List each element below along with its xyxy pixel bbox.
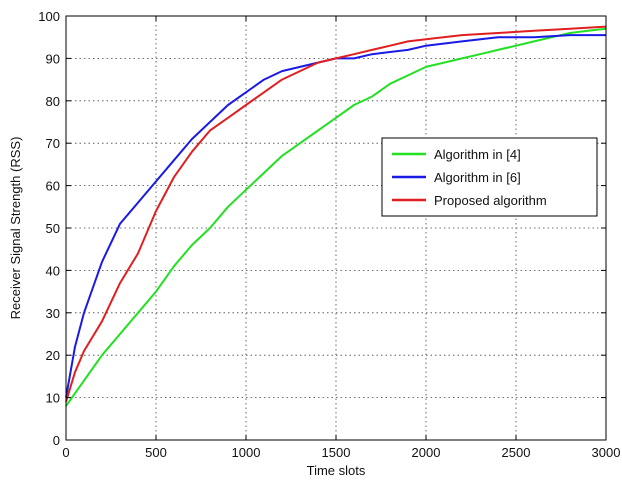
y-tick-label: 100: [38, 9, 60, 24]
y-tick-label: 20: [46, 348, 60, 363]
y-axis-label: Receiver Signal Strength (RSS): [8, 137, 23, 320]
x-tick-label: 0: [62, 445, 69, 460]
series-line-3: [65, 25, 607, 403]
legend-label: Algorithm in [4]: [434, 147, 521, 162]
x-tick-label: 2500: [502, 445, 531, 460]
y-tick-label: 0: [53, 433, 60, 448]
y-tick-label: 30: [46, 306, 60, 321]
x-tick-label: 1000: [232, 445, 261, 460]
y-tick-label: 80: [46, 94, 60, 109]
y-tick-label: 90: [46, 51, 60, 66]
x-tick-label: 1500: [322, 445, 351, 460]
series-lines: [65, 25, 607, 407]
series-line-1: [65, 27, 607, 407]
y-tick-label: 10: [46, 391, 60, 406]
x-tick-label: 2000: [412, 445, 441, 460]
legend-label: Proposed algorithm: [434, 193, 547, 208]
x-tick-label: 3000: [592, 445, 621, 460]
y-tick-label: 40: [46, 263, 60, 278]
axis-ticks: 0 500 1000 1500 2000 2500 3000 0 10 20 30 40 50 60 70 8…: [38, 9, 620, 460]
series-line-2: [65, 34, 606, 398]
y-tick-label: 50: [46, 221, 60, 236]
x-tick-label: 500: [145, 445, 167, 460]
y-tick-label: 70: [46, 136, 60, 151]
x-axis-label: Time slots: [307, 463, 366, 478]
legend-label: Algorithm in [6]: [434, 170, 521, 185]
y-tick-label: 60: [46, 179, 60, 194]
legend: Algorithm in [4] Algorithm in [6] Proposed…: [381, 137, 598, 217]
